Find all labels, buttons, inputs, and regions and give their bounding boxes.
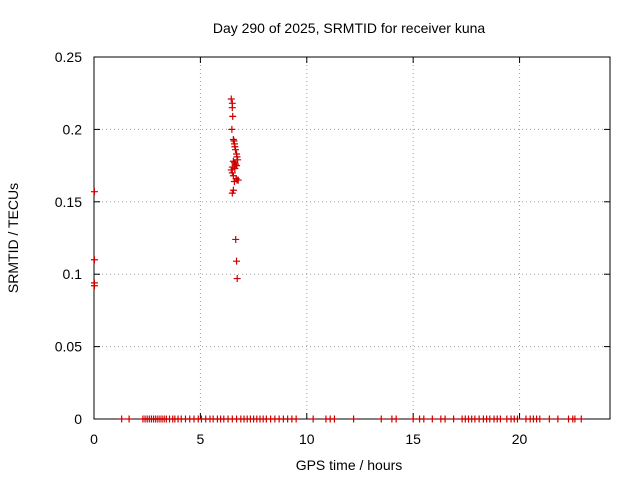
y-tick-label: 0.05 (55, 339, 82, 355)
chart-title: Day 290 of 2025, SRMTID for receiver kun… (213, 20, 486, 36)
data-point (118, 415, 126, 423)
data-point (90, 282, 98, 290)
data-point (577, 415, 585, 423)
data-point (90, 256, 98, 264)
y-tick-label: 0.2 (63, 121, 83, 137)
y-tick-label: 0 (74, 411, 82, 427)
axis-ticks (93, 56, 610, 420)
data-point (392, 415, 400, 423)
data-point (554, 415, 562, 423)
data-point (228, 125, 236, 133)
x-tick-label: 15 (405, 431, 421, 447)
plot-frame (93, 56, 611, 420)
data-point (350, 415, 358, 423)
data-point (229, 136, 237, 144)
y-tick-label: 0.1 (63, 266, 83, 282)
data-point (232, 235, 240, 243)
data-point (536, 415, 544, 423)
data-point (571, 415, 579, 423)
data-point (233, 275, 241, 283)
x-axis-label: GPS time / hours (296, 457, 403, 473)
data-point (409, 415, 417, 423)
tick-labels: 0 0.05 0.1 0.15 0.2 0.25 0 5 10 15 20 (55, 49, 528, 447)
grid-lines (94, 57, 610, 419)
data-point (233, 257, 241, 265)
data-point (228, 189, 236, 197)
data-point (496, 415, 504, 423)
data-point (441, 415, 449, 423)
data-point (229, 112, 237, 120)
x-tick-label: 5 (196, 431, 204, 447)
data-point (513, 415, 521, 423)
data-point (125, 415, 133, 423)
y-tick-label: 0.25 (55, 49, 82, 65)
data-point (309, 415, 317, 423)
data-point (377, 415, 385, 423)
data-point (232, 146, 240, 154)
x-tick-label: 10 (299, 431, 315, 447)
data-point (234, 176, 242, 184)
data-point (90, 188, 98, 196)
x-tick-label: 0 (90, 431, 98, 447)
data-point (450, 415, 458, 423)
data-point (228, 104, 236, 112)
data-point (330, 415, 338, 423)
y-axis-label: SRMTID / TECUs (5, 183, 21, 293)
data-point (428, 415, 436, 423)
x-tick-label: 20 (512, 431, 528, 447)
data-point (231, 164, 239, 172)
y-tick-label: 0.15 (55, 194, 82, 210)
data-point (292, 415, 300, 423)
data-points (90, 95, 585, 423)
data-point (545, 415, 553, 423)
data-point (420, 415, 428, 423)
data-point (230, 178, 238, 186)
data-point (227, 95, 235, 103)
